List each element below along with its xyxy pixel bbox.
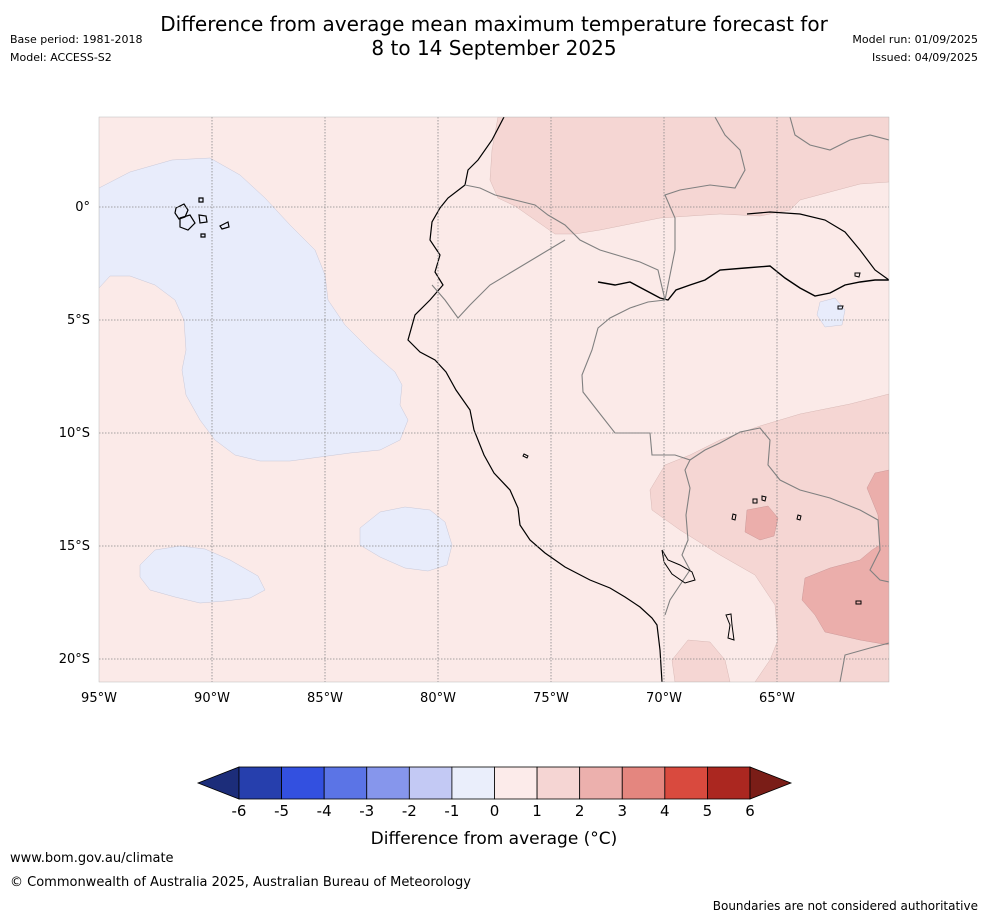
map-title: Difference from average mean maximum tem… xyxy=(0,12,988,60)
footer-disclaimer: Boundaries are not considered authoritat… xyxy=(712,899,978,913)
lake-titicaca xyxy=(661,549,696,584)
issued-date: Issued: 04/09/2025 xyxy=(871,51,978,64)
longitude-label: 90°W xyxy=(194,691,230,706)
colorbar-segment xyxy=(536,766,581,800)
colorbar-segment xyxy=(579,766,623,800)
map-panel xyxy=(99,117,889,682)
border-chile-argentina xyxy=(839,642,889,682)
longitude-label: 80°W xyxy=(420,691,456,706)
title-line-1: Difference from average mean maximum tem… xyxy=(160,12,828,36)
meta-right: Model run: 01/09/2025 Issued: 04/09/2025 xyxy=(852,31,978,67)
amazon-river xyxy=(597,265,889,301)
colorbar-tick-label: -6 xyxy=(232,802,247,820)
cool-anomaly-offshore-1 xyxy=(359,506,453,572)
warm-anomaly-north xyxy=(489,117,889,235)
colorbar xyxy=(196,766,793,800)
colorbar-segment xyxy=(451,766,495,800)
map-frame xyxy=(98,116,890,683)
colorbar-tick-label: 0 xyxy=(490,802,500,820)
colorbar-ticks: -6 -5 -4 -3 -2 -1 0 1 2 3 4 5 6 xyxy=(232,802,755,820)
footer-url[interactable]: www.bom.gov.au/climate xyxy=(10,851,174,866)
graticule xyxy=(99,117,889,682)
colorbar-extend-high xyxy=(749,766,793,800)
galapagos-islands xyxy=(174,197,230,238)
colorbar-tick-label: 5 xyxy=(703,802,713,820)
longitude-label: 70°W xyxy=(646,691,682,706)
colorbar-segment xyxy=(408,766,453,800)
latitude-label: 0° xyxy=(75,200,90,215)
colorbar-tick-label: 6 xyxy=(745,802,755,820)
longitude-label: 95°W xyxy=(81,691,117,706)
coastline xyxy=(407,117,663,682)
colorbar-segment xyxy=(494,766,538,800)
colorbar-tick-label: -5 xyxy=(274,802,289,820)
orinoco-coast xyxy=(746,211,889,281)
border-peru-brazil xyxy=(581,299,691,616)
meta-left: Base period: 1981-2018 Model: ACCESS-S2 xyxy=(10,31,142,67)
latitude-label: 15°S xyxy=(59,539,90,554)
border-venezuela xyxy=(664,117,746,301)
colorbar-tick-label: 4 xyxy=(660,802,670,820)
inland-lakes xyxy=(522,272,862,605)
cool-anomaly-offshore-2 xyxy=(139,545,266,604)
colorbar-tick-label: -1 xyxy=(444,802,459,820)
longitude-label: 85°W xyxy=(307,691,343,706)
latitude-label: 5°S xyxy=(67,313,90,328)
cool-anomaly-galapagos xyxy=(99,157,409,462)
colorbar-segment xyxy=(707,766,751,800)
colorbar-segment xyxy=(664,766,708,800)
colorbar-segment xyxy=(621,766,666,800)
border-colombia-ecuador xyxy=(464,184,666,301)
colorbar-tick-label: 2 xyxy=(575,802,585,820)
colorbar-tick-label: 1 xyxy=(532,802,542,820)
border-brazil-north xyxy=(789,117,889,151)
latitude-label: 20°S xyxy=(59,652,90,667)
colorbar-tick-label: 3 xyxy=(617,802,627,820)
colorbar-extend-low xyxy=(196,766,240,800)
colorbar-tick-label: -2 xyxy=(402,802,417,820)
lake-poopo xyxy=(725,613,735,641)
colorbar-label: Difference from average (°C) xyxy=(371,829,618,849)
longitude-label: 75°W xyxy=(533,691,569,706)
latitude-label: 10°S xyxy=(59,426,90,441)
longitude-labels: 95°W 90°W 85°W 80°W 75°W 70°W 65°W xyxy=(81,691,795,706)
latitude-labels: 0° 5°S 10°S 15°S 20°S xyxy=(59,200,90,667)
colorbar-segment xyxy=(323,766,368,800)
footer-copyright: © Commonwealth of Australia 2025, Austra… xyxy=(10,875,471,890)
border-peru-ecuador xyxy=(431,239,566,319)
model-name: Model: ACCESS-S2 xyxy=(10,51,112,64)
warm-anomaly-south xyxy=(671,639,731,682)
base-period: Base period: 1981-2018 xyxy=(10,33,143,46)
colorbar-segment xyxy=(238,766,282,800)
colorbar-segment xyxy=(281,766,325,800)
model-run: Model run: 01/09/2025 xyxy=(852,33,978,46)
longitude-label: 65°W xyxy=(759,691,795,706)
colorbar-tick-label: -4 xyxy=(317,802,332,820)
colorbar-segment xyxy=(366,766,410,800)
warm-anomaly-strong-1 xyxy=(744,505,779,541)
colorbar-tick-label: -3 xyxy=(359,802,374,820)
warm-anomaly-strong-2 xyxy=(801,469,889,646)
title-line-2: 8 to 14 September 2025 xyxy=(371,36,617,60)
border-bolivia-brazil xyxy=(689,427,889,583)
